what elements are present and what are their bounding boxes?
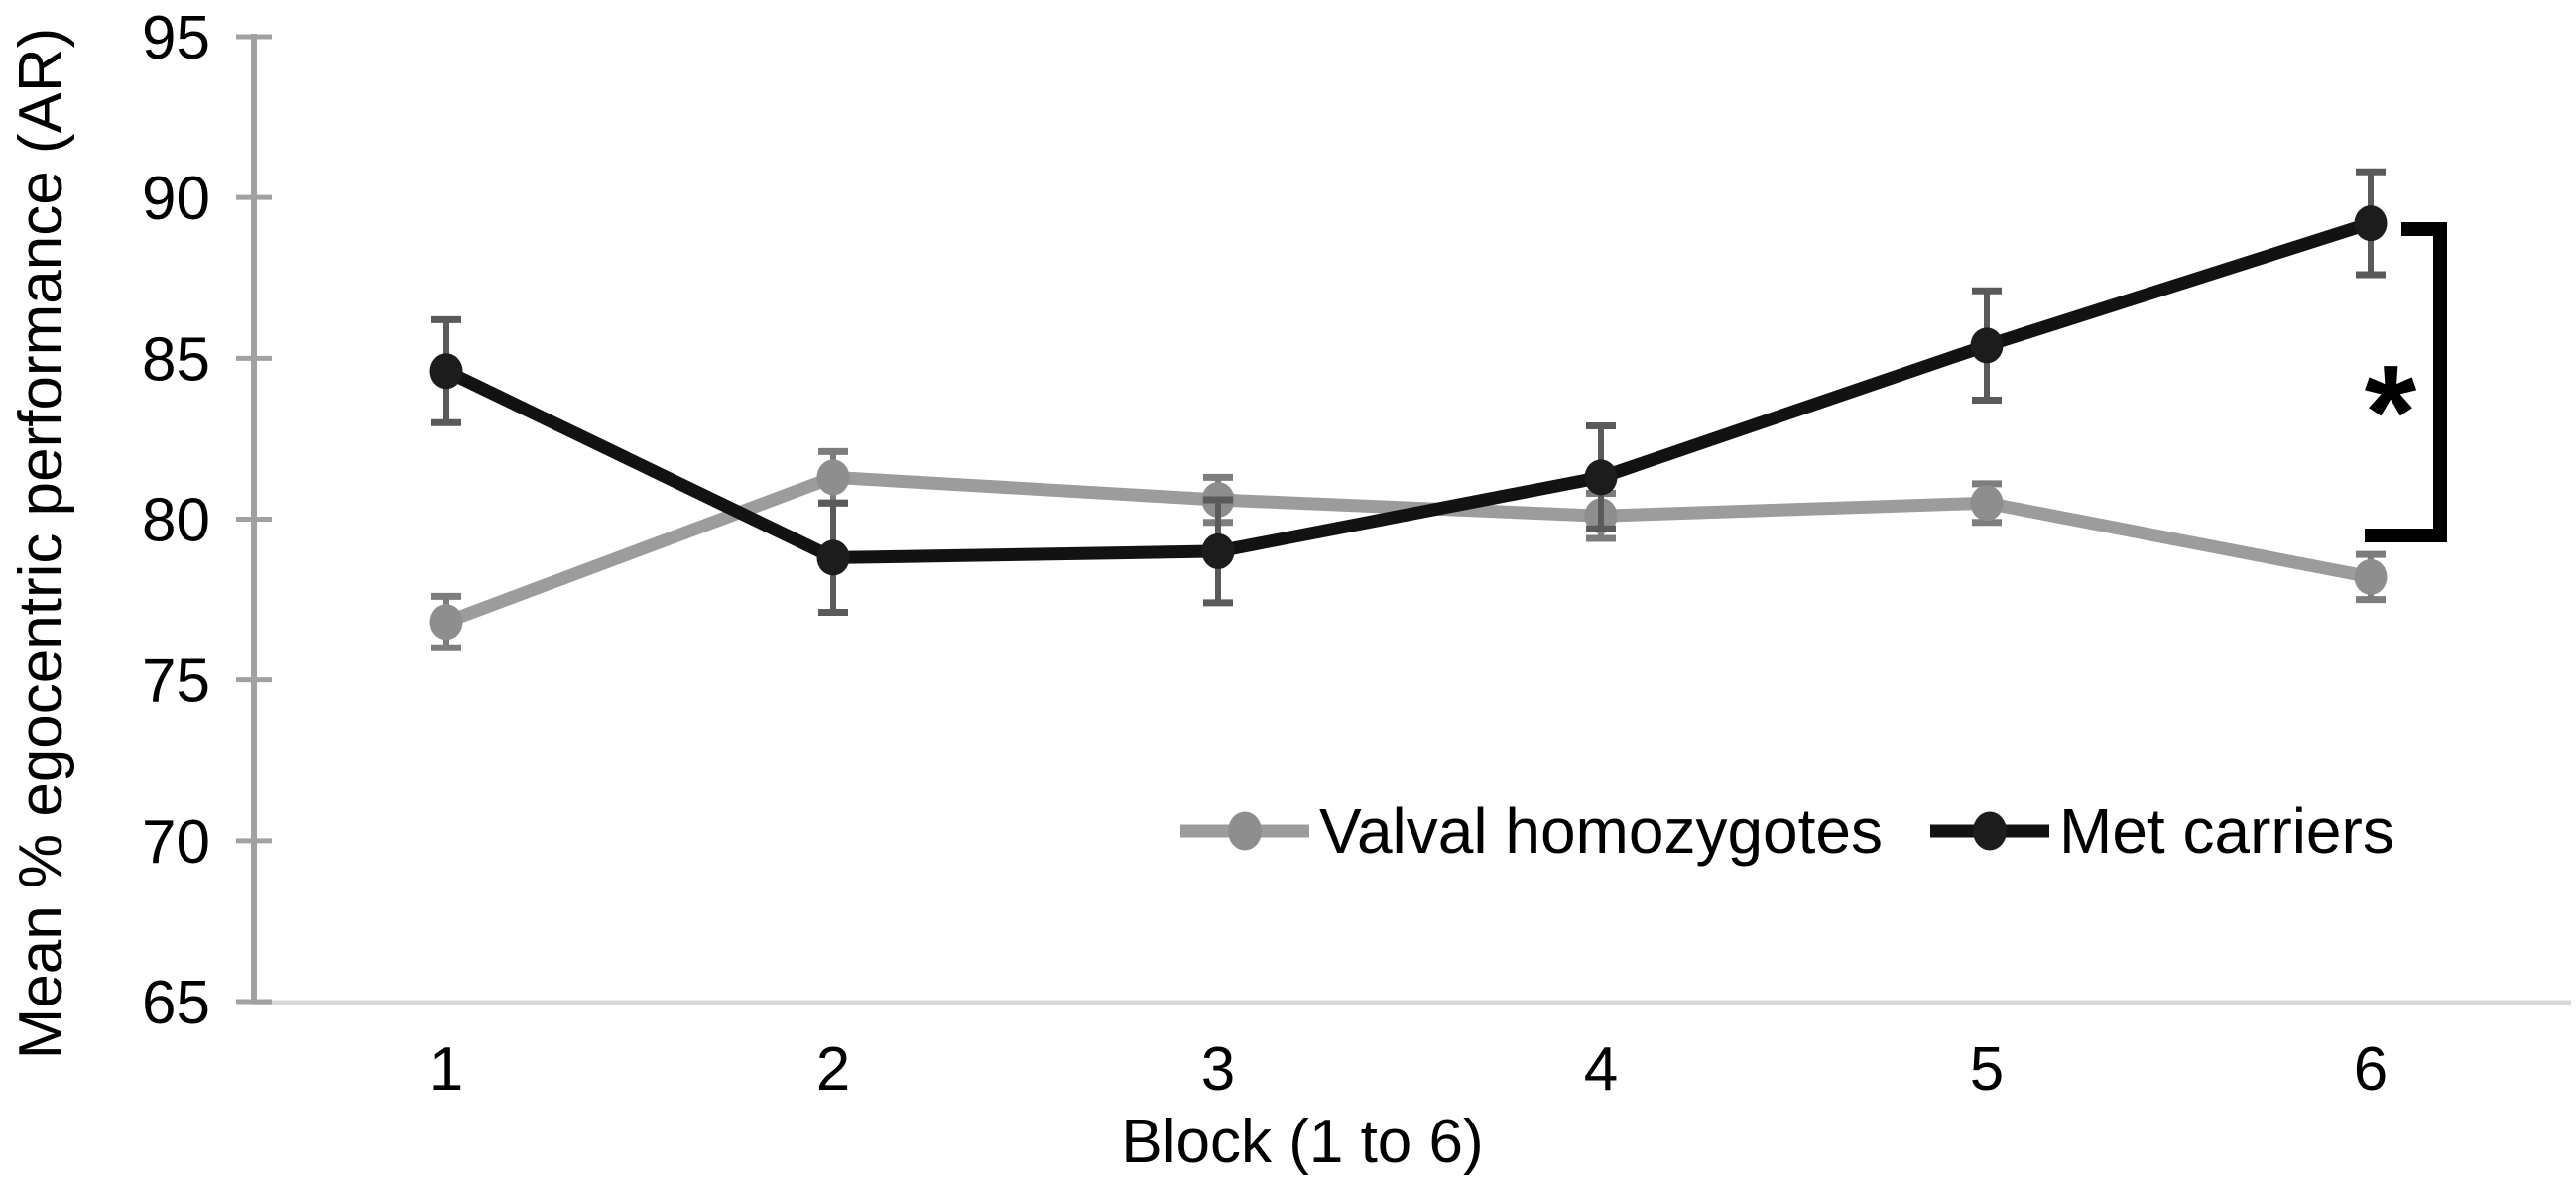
x-tick-label: 3 bbox=[1201, 1035, 1235, 1104]
series-line-met-carriers bbox=[443, 216, 2373, 564]
data-point-met-carriers-block-6 bbox=[2354, 205, 2388, 242]
y-tick-label: 65 bbox=[142, 969, 210, 1037]
y-tick-label: 75 bbox=[142, 648, 210, 716]
data-point-valval-homozygotes-block-1 bbox=[429, 604, 463, 641]
legend-label-valval-homozygotes: Valval homozygotes bbox=[1319, 795, 1883, 867]
data-point-met-carriers-block-3 bbox=[1201, 532, 1235, 569]
significance-annotation bbox=[2365, 222, 2447, 542]
x-tick-label: 1 bbox=[429, 1035, 463, 1104]
x-tick-label: 5 bbox=[1970, 1035, 2004, 1104]
x-axis-title: Block (1 to 6) bbox=[1121, 1108, 1483, 1176]
data-point-valval-homozygotes-block-2 bbox=[816, 459, 850, 496]
x-tick-label: 6 bbox=[2354, 1035, 2388, 1104]
x-tick-label: 2 bbox=[816, 1035, 850, 1104]
y-axis-title: Mean % egocentric performance (AR) bbox=[7, 28, 75, 1060]
data-point-valval-homozygotes-block-5 bbox=[1970, 485, 2004, 522]
legend bbox=[1180, 811, 2049, 851]
data-point-met-carriers-block-1 bbox=[429, 353, 463, 390]
series-line-valval-homozygotes bbox=[443, 470, 2373, 629]
data-point-met-carriers-block-2 bbox=[816, 539, 850, 576]
y-tick-label: 80 bbox=[142, 487, 210, 555]
x-tick-label: 4 bbox=[1584, 1035, 1618, 1104]
data-point-met-carriers-block-5 bbox=[1970, 327, 2004, 364]
significance-asterisk: * bbox=[2365, 337, 2417, 487]
x-axis-tick-labels: 1 2 3 4 5 6 bbox=[429, 1035, 2388, 1104]
significance-bracket bbox=[2365, 222, 2447, 542]
legend-label-met-carriers: Met carriers bbox=[2059, 795, 2394, 867]
legend-key-marker-met-carriers bbox=[1973, 811, 2007, 851]
data-point-met-carriers-block-4 bbox=[1584, 459, 1618, 496]
y-tick-label: 70 bbox=[142, 808, 210, 877]
y-axis-ticks: 65 70 75 80 85 90 95 bbox=[142, 4, 272, 1037]
data-series bbox=[429, 168, 2388, 651]
y-tick-label: 85 bbox=[142, 325, 210, 394]
y-tick-label: 90 bbox=[142, 165, 210, 233]
y-tick-label: 95 bbox=[142, 4, 210, 72]
legend-key-marker-valval-homozygotes bbox=[1228, 811, 1262, 851]
data-point-valval-homozygotes-block-6 bbox=[2354, 558, 2388, 595]
